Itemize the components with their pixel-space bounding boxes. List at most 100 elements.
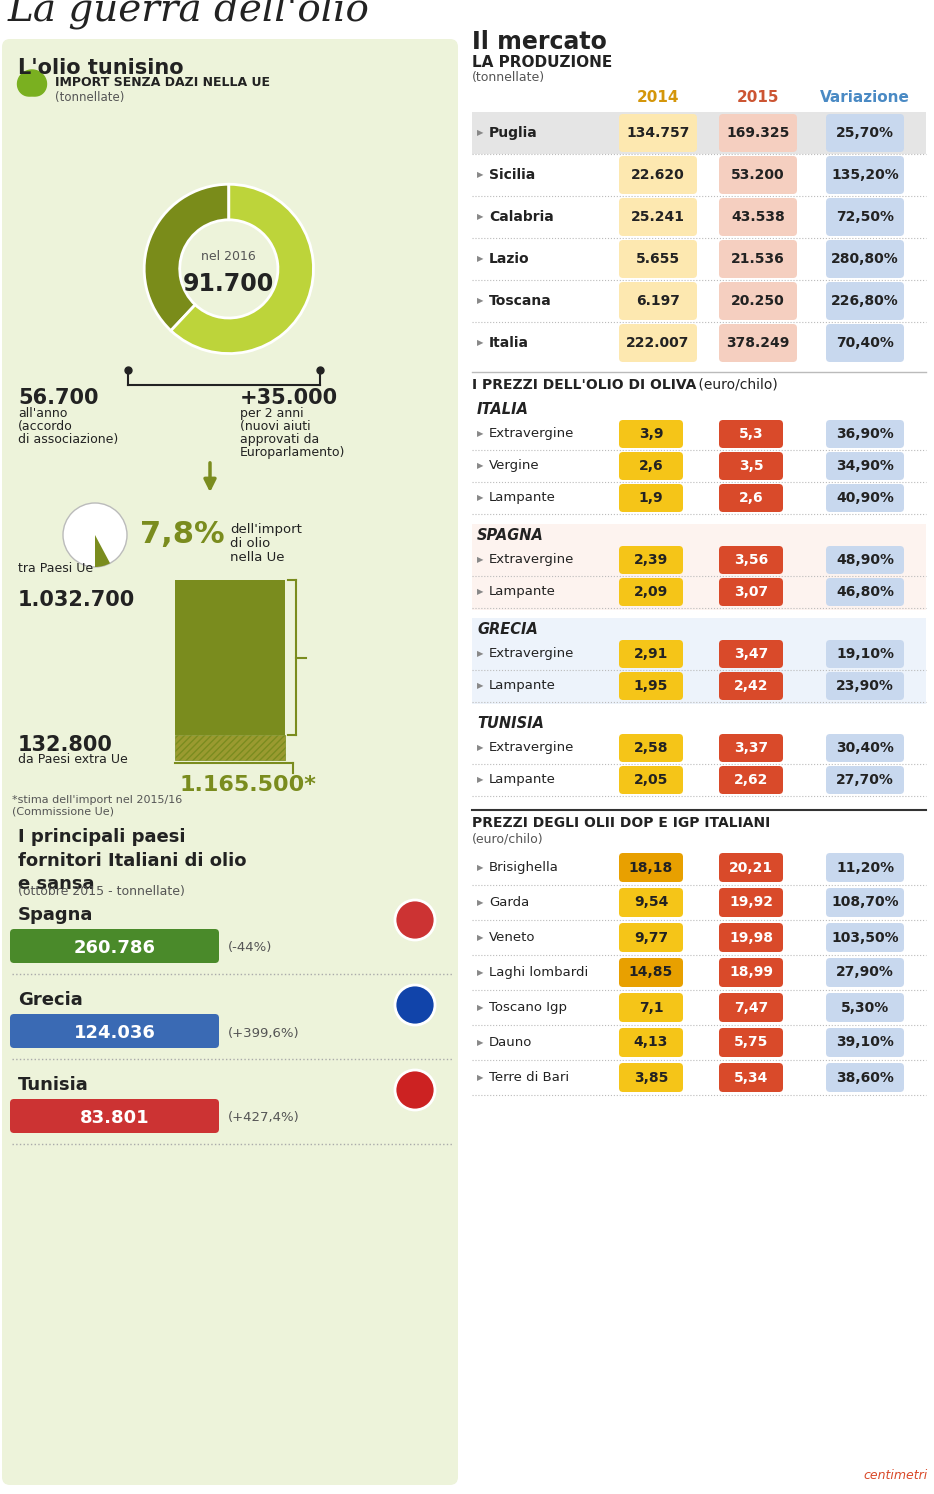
Text: Extravergine: Extravergine — [489, 741, 574, 754]
Text: SPAGNA: SPAGNA — [477, 527, 544, 542]
Text: per 2 anni: per 2 anni — [240, 406, 304, 420]
FancyBboxPatch shape — [472, 619, 926, 704]
FancyBboxPatch shape — [619, 639, 683, 668]
FancyBboxPatch shape — [175, 580, 285, 735]
Text: 7,1: 7,1 — [639, 1001, 663, 1014]
Text: nella Ue: nella Ue — [230, 551, 285, 565]
Text: ▶: ▶ — [477, 744, 484, 753]
Text: La guerra dell'olio: La guerra dell'olio — [8, 0, 370, 30]
Text: 3,37: 3,37 — [734, 741, 768, 754]
Text: (euro/chilo): (euro/chilo) — [472, 832, 544, 846]
Text: 25,70%: 25,70% — [836, 125, 894, 140]
Text: Puglia: Puglia — [489, 125, 538, 140]
Text: +35.000: +35.000 — [240, 388, 338, 408]
FancyBboxPatch shape — [719, 923, 783, 952]
Text: (tonnellate): (tonnellate) — [472, 72, 545, 84]
Text: 38,60%: 38,60% — [836, 1071, 894, 1085]
Text: 5,3: 5,3 — [739, 427, 763, 441]
FancyBboxPatch shape — [619, 1028, 683, 1056]
Text: Lazio: Lazio — [489, 252, 530, 266]
Text: Extravergine: Extravergine — [489, 553, 574, 566]
FancyBboxPatch shape — [472, 238, 926, 279]
FancyBboxPatch shape — [619, 766, 683, 793]
Circle shape — [63, 503, 127, 568]
FancyBboxPatch shape — [619, 578, 683, 607]
Text: 1,9: 1,9 — [639, 492, 663, 505]
Text: 20,21: 20,21 — [729, 861, 773, 874]
Text: 2015: 2015 — [737, 90, 779, 105]
FancyBboxPatch shape — [719, 199, 797, 236]
FancyBboxPatch shape — [619, 484, 683, 512]
Text: 2,09: 2,09 — [634, 586, 668, 599]
FancyBboxPatch shape — [472, 279, 926, 323]
Text: 3,56: 3,56 — [734, 553, 768, 568]
Text: Veneto: Veneto — [489, 931, 535, 944]
Text: GRECIA: GRECIA — [477, 622, 538, 636]
Text: 2014: 2014 — [637, 90, 679, 105]
FancyBboxPatch shape — [619, 282, 697, 320]
Text: 14,85: 14,85 — [629, 965, 673, 980]
Text: 260.786: 260.786 — [74, 940, 156, 958]
FancyBboxPatch shape — [826, 766, 904, 793]
Text: Il mercato: Il mercato — [472, 30, 607, 54]
FancyBboxPatch shape — [10, 1100, 219, 1132]
Text: 3,9: 3,9 — [639, 427, 663, 441]
FancyBboxPatch shape — [826, 923, 904, 952]
Text: Terre di Bari: Terre di Bari — [489, 1071, 569, 1085]
Text: I PREZZI DELL'OLIO DI OLIVA: I PREZZI DELL'OLIO DI OLIVA — [472, 378, 697, 391]
Text: (+427,4%): (+427,4%) — [228, 1112, 300, 1125]
Wedge shape — [171, 184, 314, 354]
Text: Sicilia: Sicilia — [489, 167, 535, 182]
Text: 378.249: 378.249 — [727, 336, 789, 350]
FancyBboxPatch shape — [719, 853, 783, 881]
FancyBboxPatch shape — [826, 994, 904, 1022]
Text: 222.007: 222.007 — [627, 336, 689, 350]
Text: ▶: ▶ — [477, 170, 484, 179]
Text: 7,47: 7,47 — [734, 1001, 768, 1014]
FancyBboxPatch shape — [719, 282, 797, 320]
Text: ▶: ▶ — [477, 1002, 484, 1011]
Text: Lampante: Lampante — [489, 492, 556, 505]
Text: PREZZI DEGLI OLII DOP E IGP ITALIANI: PREZZI DEGLI OLII DOP E IGP ITALIANI — [472, 816, 771, 831]
Text: 2,58: 2,58 — [634, 741, 668, 754]
Text: 2,42: 2,42 — [734, 678, 769, 693]
Text: Spagna: Spagna — [18, 905, 93, 923]
Text: 18,18: 18,18 — [629, 861, 673, 874]
Text: ▶: ▶ — [477, 556, 484, 565]
FancyBboxPatch shape — [472, 112, 926, 154]
Text: all'anno: all'anno — [18, 406, 67, 420]
FancyBboxPatch shape — [719, 324, 797, 362]
FancyBboxPatch shape — [10, 929, 219, 964]
Text: Grecia: Grecia — [18, 991, 83, 1008]
FancyBboxPatch shape — [826, 282, 904, 320]
Text: 19,98: 19,98 — [729, 931, 773, 944]
FancyBboxPatch shape — [619, 994, 683, 1022]
Text: 103,50%: 103,50% — [831, 931, 899, 944]
Text: Extravergine: Extravergine — [489, 647, 574, 660]
Text: 30,40%: 30,40% — [836, 741, 894, 754]
FancyBboxPatch shape — [826, 241, 904, 278]
Wedge shape — [95, 535, 110, 568]
Text: ▶: ▶ — [477, 339, 484, 348]
FancyBboxPatch shape — [826, 958, 904, 988]
FancyBboxPatch shape — [472, 196, 926, 238]
Text: 1.165.500*: 1.165.500* — [180, 775, 317, 795]
Text: 53.200: 53.200 — [731, 167, 785, 182]
Text: Lampante: Lampante — [489, 586, 556, 599]
Text: ▶: ▶ — [477, 932, 484, 943]
FancyBboxPatch shape — [472, 524, 926, 610]
Text: 18,99: 18,99 — [729, 965, 773, 980]
FancyBboxPatch shape — [826, 155, 904, 194]
Text: 5,34: 5,34 — [734, 1071, 768, 1085]
FancyBboxPatch shape — [826, 578, 904, 607]
FancyBboxPatch shape — [826, 420, 904, 448]
Text: di olio: di olio — [230, 536, 270, 550]
Text: 226,80%: 226,80% — [831, 294, 899, 308]
FancyBboxPatch shape — [619, 453, 683, 480]
Text: L'olio tunisino: L'olio tunisino — [18, 58, 184, 78]
Text: (nuovi aiuti: (nuovi aiuti — [240, 420, 311, 433]
FancyBboxPatch shape — [719, 672, 783, 701]
FancyBboxPatch shape — [719, 484, 783, 512]
Text: 6.197: 6.197 — [636, 294, 680, 308]
Text: 23,90%: 23,90% — [836, 678, 894, 693]
